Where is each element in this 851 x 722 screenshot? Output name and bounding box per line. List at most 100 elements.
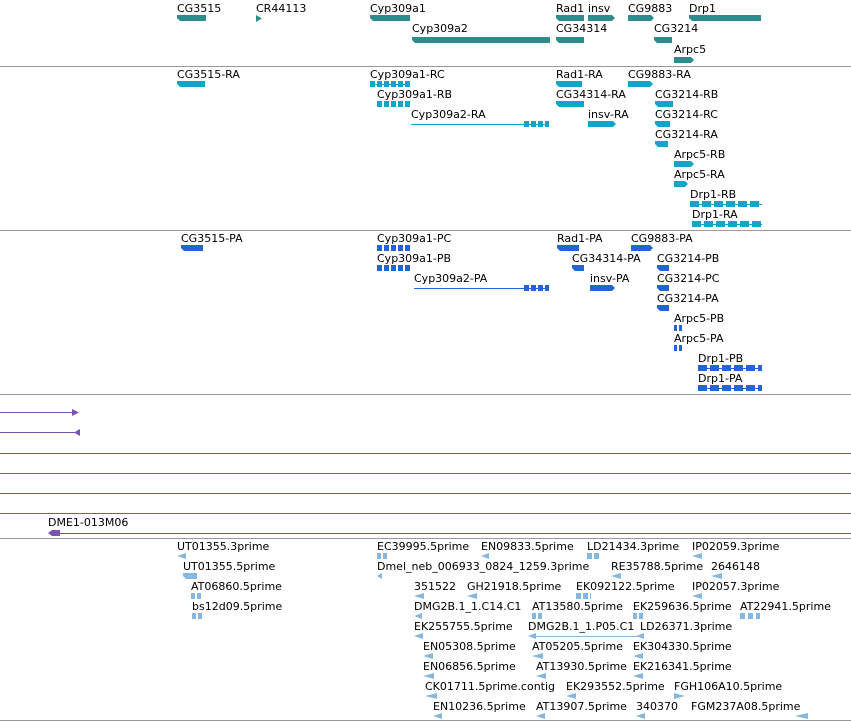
- est-feature[interactable]: [414, 633, 423, 639]
- est-label[interactable]: AT13930.5prime: [536, 660, 627, 673]
- est-feature[interactable]: [633, 673, 643, 679]
- mrna-feature[interactable]: [655, 141, 668, 147]
- gene-feature[interactable]: [177, 15, 206, 21]
- est-label[interactable]: LD26371.3prime: [640, 620, 733, 633]
- protein-label[interactable]: CG34314-PA: [572, 252, 641, 265]
- protein-label[interactable]: CG3515-PA: [181, 232, 243, 245]
- est-label[interactable]: EK259636.5prime: [633, 600, 732, 613]
- est-feature[interactable]: [566, 693, 576, 699]
- gene-label[interactable]: insv: [588, 2, 611, 15]
- est-label[interactable]: IP02059.3prime: [692, 540, 780, 553]
- protein-feature[interactable]: [674, 345, 683, 351]
- est-feature[interactable]: [433, 713, 442, 719]
- est-feature[interactable]: [481, 553, 489, 559]
- mrna-label[interactable]: CG3515-RA: [177, 68, 240, 81]
- mrna-feature[interactable]: [690, 201, 762, 207]
- mrna-label[interactable]: CG9883-RA: [628, 68, 691, 81]
- gene-feature[interactable]: [412, 37, 550, 43]
- protein-feature[interactable]: [698, 365, 762, 371]
- gene-feature[interactable]: [689, 15, 761, 21]
- est-label[interactable]: LD21434.3prime: [587, 540, 680, 553]
- est-feature[interactable]: [536, 673, 546, 679]
- gene-feature[interactable]: [588, 15, 615, 21]
- est-feature[interactable]: [795, 713, 808, 719]
- mrna-feature[interactable]: [655, 121, 670, 127]
- bac-line[interactable]: [0, 412, 74, 413]
- gene-label[interactable]: CG3515: [177, 2, 222, 15]
- bac-line[interactable]: [52, 533, 851, 534]
- protein-label[interactable]: Rad1-PA: [557, 232, 603, 245]
- est-feature[interactable]: [377, 553, 387, 559]
- est-feature[interactable]: [532, 653, 543, 659]
- est-label[interactable]: EK304330.5prime: [633, 640, 732, 653]
- mrna-feature[interactable]: [692, 221, 762, 227]
- mrna-label[interactable]: Arpc5-RB: [674, 148, 726, 161]
- est-label[interactable]: EN09833.5prime: [481, 540, 574, 553]
- est-feature[interactable]: [611, 573, 621, 579]
- protein-label[interactable]: Cyp309a2-PA: [414, 272, 488, 285]
- est-label[interactable]: 351522: [414, 580, 456, 593]
- est-label[interactable]: EK092122.5prime: [576, 580, 675, 593]
- protein-feature[interactable]: [557, 245, 579, 251]
- mrna-feature[interactable]: [655, 101, 673, 107]
- gene-feature[interactable]: [674, 57, 694, 63]
- gene-feature[interactable]: [556, 37, 584, 43]
- mrna-feature[interactable]: [177, 81, 205, 87]
- gene-feature[interactable]: [370, 15, 410, 21]
- protein-label[interactable]: insv-PA: [590, 272, 630, 285]
- gene-label[interactable]: CG3214: [654, 22, 699, 35]
- est-feature[interactable]: [576, 593, 591, 599]
- protein-feature[interactable]: [657, 285, 669, 291]
- mrna-feature[interactable]: [674, 161, 694, 167]
- bac-line[interactable]: [0, 432, 76, 433]
- est-feature[interactable]: [183, 573, 197, 579]
- protein-label[interactable]: Cyp309a1-PB: [377, 252, 452, 265]
- mrna-feature[interactable]: [556, 81, 582, 87]
- est-feature[interactable]: [532, 613, 544, 619]
- protein-feature[interactable]: [674, 325, 683, 331]
- protein-feature[interactable]: [698, 385, 762, 391]
- est-feature[interactable]: [191, 593, 203, 599]
- est-label[interactable]: AT13580.5prime: [532, 600, 623, 613]
- est-label[interactable]: EN05308.5prime: [423, 640, 516, 653]
- mrna-label[interactable]: Drp1-RB: [690, 188, 737, 201]
- mrna-label[interactable]: Cyp309a1-RC: [370, 68, 445, 81]
- mrna-feature[interactable]: [377, 101, 411, 107]
- est-feature[interactable]: [711, 573, 722, 579]
- bac-label[interactable]: DME1-013M06: [48, 516, 129, 529]
- gene-label[interactable]: Rad1: [556, 2, 585, 15]
- gene-label[interactable]: CR44113: [256, 2, 307, 15]
- gene-label[interactable]: Cyp309a2: [412, 22, 468, 35]
- est-label[interactable]: AT05205.5prime: [532, 640, 623, 653]
- bac-line[interactable]: [0, 453, 851, 454]
- protein-feature[interactable]: [572, 265, 584, 271]
- est-feature[interactable]: [414, 613, 422, 619]
- est-label[interactable]: Dmel_neb_006933_0824_1259.3prime: [377, 560, 590, 573]
- protein-feature[interactable]: [590, 285, 615, 291]
- protein-feature[interactable]: [181, 245, 203, 251]
- est-label[interactable]: GH21918.5prime: [467, 580, 562, 593]
- est-feature[interactable]: [528, 633, 536, 639]
- mrna-feature[interactable]: [588, 121, 616, 127]
- mrna-label[interactable]: Rad1-RA: [556, 68, 603, 81]
- est-feature[interactable]: [467, 593, 477, 599]
- mrna-label[interactable]: CG3214-RA: [655, 128, 718, 141]
- est-feature[interactable]: [633, 613, 645, 619]
- protein-label[interactable]: Cyp309a1-PC: [377, 232, 452, 245]
- mrna-label[interactable]: CG3214-RB: [655, 88, 719, 101]
- protein-feature[interactable]: [657, 265, 669, 271]
- est-feature[interactable]: [674, 693, 685, 699]
- protein-label[interactable]: Drp1-PA: [698, 372, 743, 385]
- protein-label[interactable]: Drp1-PB: [698, 352, 744, 365]
- est-feature[interactable]: [177, 553, 186, 559]
- est-feature[interactable]: [377, 573, 382, 579]
- est-label[interactable]: bs12d09.5prime: [192, 600, 283, 613]
- est-label[interactable]: DMG2B.1_1.P05.C1: [528, 620, 635, 633]
- protein-label[interactable]: CG3214-PB: [657, 252, 720, 265]
- mrna-feature[interactable]: [524, 121, 549, 127]
- est-feature[interactable]: [636, 713, 645, 719]
- mrna-feature[interactable]: [556, 101, 584, 107]
- protein-label[interactable]: CG9883-PA: [631, 232, 693, 245]
- est-label[interactable]: UT01355.5prime: [183, 560, 276, 573]
- est-feature[interactable]: [692, 593, 702, 599]
